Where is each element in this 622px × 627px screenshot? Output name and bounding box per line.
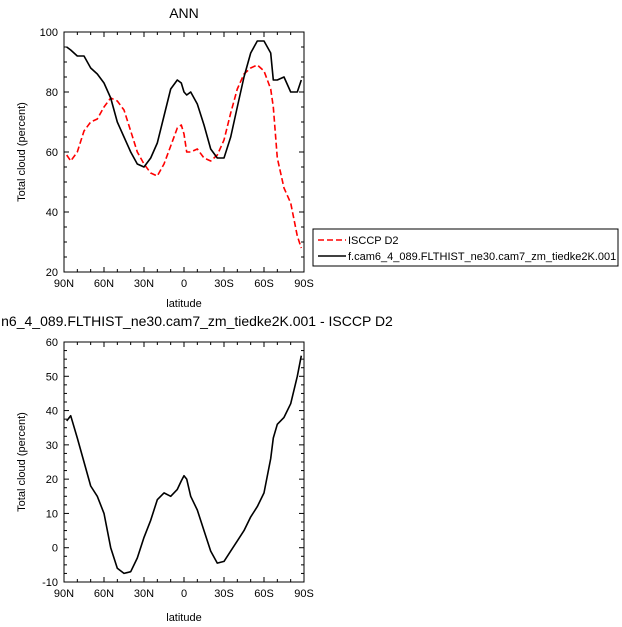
bottom-xtick-label: 30N: [134, 588, 154, 600]
bottom-xaxis-label: latitude: [166, 612, 201, 624]
top-ytick-label: 20: [46, 267, 58, 279]
top-chart-title: ANN: [169, 5, 199, 21]
bottom-chart-panel: n6_4_089.FLTHIST_ne30.cam7_zm_tiedke2K.0…: [1, 313, 393, 624]
top-ytick-label: 40: [46, 207, 58, 219]
bottom-ytick-label: 50: [46, 371, 58, 383]
bottom-yaxis-label: Total cloud (percent): [16, 412, 28, 512]
bottom-ytick-label: 40: [46, 406, 58, 418]
bottom-xtick-label: 90S: [294, 588, 314, 600]
top-yaxis-label: Total cloud (percent): [16, 102, 28, 202]
top-series-line-1: [66, 40, 303, 168]
top-xtick-label: 30N: [134, 278, 154, 290]
bottom-plot-frame: [63, 341, 305, 583]
top-xtick-label: 0: [181, 278, 187, 290]
bottom-ytick-label: 20: [46, 474, 58, 486]
bottom-xtick-label: 90N: [54, 588, 74, 600]
top-ytick-label: 100: [40, 27, 58, 39]
bottom-ytick-label: -10: [42, 577, 58, 589]
bottom-xtick-label: 0: [181, 588, 187, 600]
legend-label-isccp: ISCCP D2: [348, 235, 399, 247]
bottom-ytick-label: 60: [46, 337, 58, 349]
top-xaxis-label: latitude: [166, 298, 201, 310]
bottom-ytick-label: 10: [46, 508, 58, 520]
top-chart-panel: ANN 90N 60N 30N 0 30S 60S 90S 20 40 60 80 100 latit…: [16, 5, 314, 310]
legend-box: [312, 228, 619, 267]
top-xtick-label: 90N: [54, 278, 74, 290]
top-xtick-label: 30S: [214, 278, 234, 290]
bottom-xtick-label: 60N: [94, 588, 114, 600]
legend-label-model: f.cam6_4_089.FLTHIST_ne30.cam7_zm_tiedke…: [348, 251, 616, 263]
top-series-line-0: [66, 64, 303, 249]
top-plot-frame: [63, 31, 305, 273]
top-xtick-label: 60N: [94, 278, 114, 290]
bottom-xtick-label: 30S: [214, 588, 234, 600]
bottom-ytick-label: 30: [46, 440, 58, 452]
top-xtick-label: 60S: [254, 278, 274, 290]
bottom-chart-title: n6_4_089.FLTHIST_ne30.cam7_zm_tiedke2K.0…: [1, 313, 393, 329]
bottom-xtick-label: 60S: [254, 588, 274, 600]
bottom-series-line-0: [66, 355, 303, 575]
top-ytick-label: 60: [46, 147, 58, 159]
bottom-ytick-label: 0: [52, 543, 58, 555]
legend: ISCCP D2 f.cam6_4_089.FLTHIST_ne30.cam7_…: [312, 228, 619, 267]
top-xtick-label: 90S: [294, 278, 314, 290]
top-ytick-label: 80: [46, 87, 58, 99]
